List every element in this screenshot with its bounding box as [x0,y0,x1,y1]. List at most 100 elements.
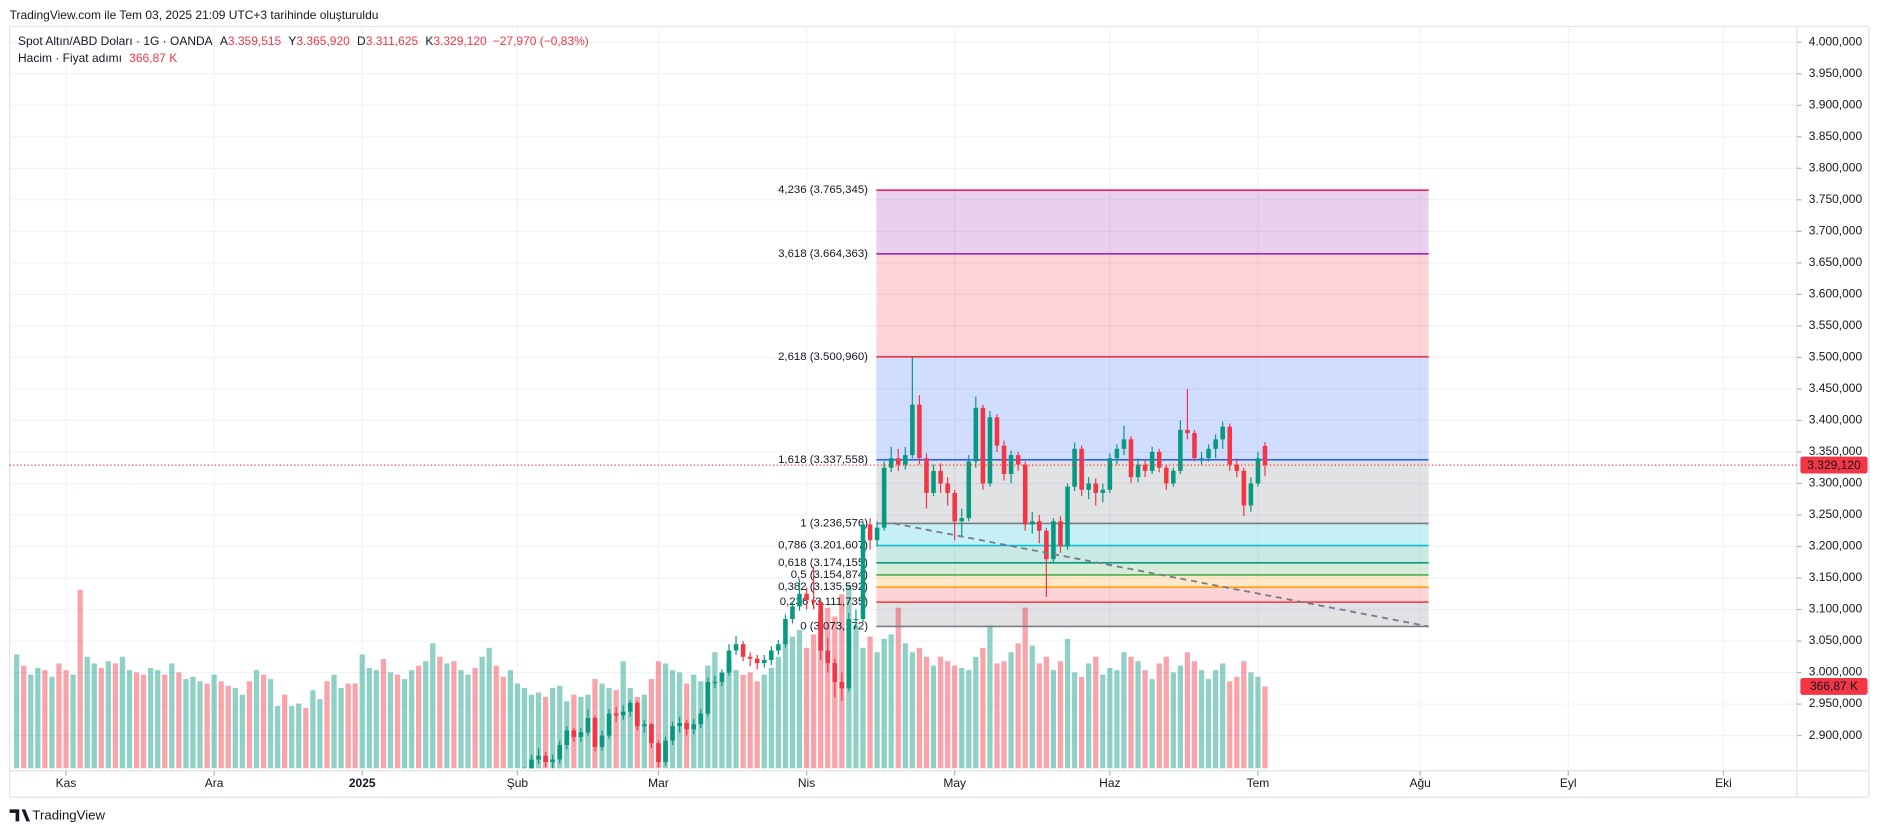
volume-legend: Hacim · Fiyat adımı 366,87 K [18,51,177,65]
x-tick-label: Eki [1715,776,1732,790]
volume-bar [754,681,760,769]
volume-bar [966,670,972,769]
fib-band [876,562,1429,575]
candle-body [867,524,873,541]
legend-value: 3.359,515 [228,34,282,48]
candle-body [1022,464,1028,525]
volume-bar [1248,672,1254,769]
volume-bar [535,692,542,769]
fib-level-label: 0 (3.073,172) [800,620,868,632]
y-tick-label: 3.000,000 [1809,665,1863,679]
volume-bar [1064,638,1071,769]
candle-body [698,713,704,725]
candle-body [874,527,880,541]
candle-body [1248,483,1254,506]
candle-body [853,618,859,621]
volume-bar [888,634,894,769]
candle-body [670,726,675,741]
candle-body [818,601,823,651]
volume-bar [1008,652,1014,769]
candle-body [1206,448,1211,459]
candle-body [811,600,816,602]
volume-bar [176,672,182,769]
x-tick-label: Şub [507,776,529,790]
last-volume-tag [1800,678,1868,695]
volume-bar [1227,681,1233,769]
volume-bar [444,663,450,769]
volume-bar [465,674,471,769]
candle-body [571,730,577,737]
volume-bar [902,643,908,769]
candle-body [585,717,591,733]
y-tick-label: 3.750,000 [1809,192,1863,206]
candle-body [733,644,739,651]
volume-bar [239,694,245,769]
volume-bar [98,667,104,769]
candle-body [691,724,697,730]
volume-bar [408,670,415,769]
candle-body [1135,464,1141,478]
volume-bar [218,681,224,769]
candle-body [910,404,915,456]
volume-bar [423,661,429,769]
fib-level-label: 0,786 (3.201,607) [778,539,868,551]
volume-bar [1107,667,1113,769]
legend-prefix: K [425,34,433,48]
y-tick-label: 4.000,000 [1809,34,1863,48]
fib-band [876,545,1429,563]
fib-level-label: 0,382 (3.135,592) [778,581,868,593]
y-tick-label: 2.900,000 [1809,728,1863,742]
candle-body [1149,451,1155,471]
candle-body [1044,530,1049,560]
fib-level-label: 2,618 (3.500,960) [778,351,868,363]
candle-body [1128,439,1134,478]
candle-body [1163,467,1169,484]
volume-bar [1156,663,1162,769]
candle-body [1037,521,1042,531]
volume-bar [373,670,379,769]
volume-bar [1149,679,1155,769]
candle-body [790,606,795,619]
y-tick-label: 3.850,000 [1809,129,1863,143]
x-tick-label: Haz [1099,776,1120,790]
y-tick-label: 3.800,000 [1809,160,1863,174]
candle-body [980,407,986,484]
candle-body [747,656,753,659]
candle-body [726,650,732,673]
volume-bar [599,683,605,769]
candle-body [938,470,943,484]
last-volume-tag-label: 366,87 K [1810,679,1858,693]
fib-band [876,587,1429,603]
candle-body [719,672,725,683]
candle-body [973,407,979,462]
volume-bar [437,656,443,769]
volume-bar [1220,663,1226,769]
candle-body [839,682,845,689]
volume-bar [923,656,930,769]
candle-body [1234,464,1240,471]
volume-bar [303,708,309,769]
candle-body [860,524,866,619]
candle-body [832,663,838,683]
candle-body [754,658,760,664]
x-tick-label: Eyl [1560,776,1577,790]
logo-mark [9,809,31,822]
header-caption: TradingView.com ile Tem 03, 2025 21:09 U… [10,8,379,22]
volume-bar [91,663,97,769]
volume-bar [1184,652,1191,769]
volume-bar [980,647,986,769]
volume-bar [162,674,168,769]
volume-bar [183,679,189,769]
grid [9,26,1797,769]
volume-bar [1191,661,1198,769]
y-tick-label: 3.500,000 [1809,350,1863,364]
volume-bar [204,683,210,769]
volume-bar [310,690,316,769]
candle-body [578,732,584,737]
volume-bar [155,670,161,769]
candle-body [564,730,570,746]
volume-bar [380,658,387,769]
candle-body [684,722,689,730]
volume-bar [1022,607,1028,769]
